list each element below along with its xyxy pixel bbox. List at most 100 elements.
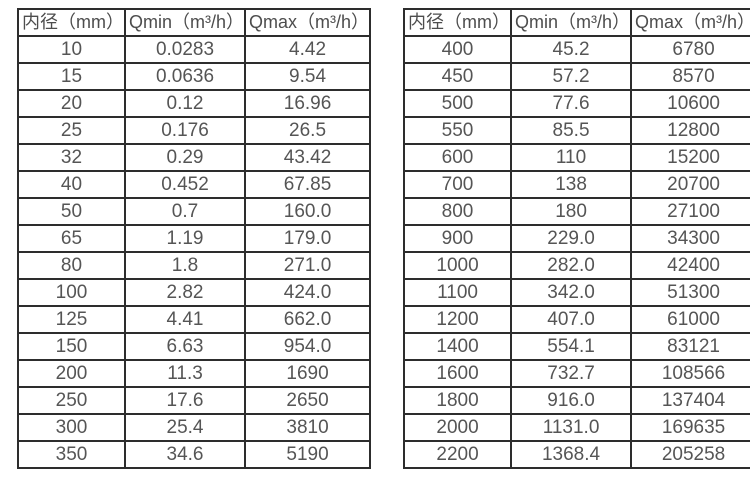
table-cell: 400 (403, 35, 513, 64)
table-cell: 34.6 (123, 440, 247, 469)
table-row: 200 11.3 1690 (17, 359, 372, 388)
table-cell: 550 (403, 116, 513, 145)
table-cell: 16.96 (244, 89, 372, 118)
table-body: 10 0.0283 4.42 15 0.0636 9.54 20 0.12 16.96 25 0.1… (17, 35, 372, 469)
table-cell: 85.5 (510, 116, 633, 145)
table-row: 20 0.12 16.96 (17, 89, 372, 118)
table-row: 350 34.6 5190 (17, 440, 372, 469)
table-row: 125 4.41 662.0 (17, 305, 372, 334)
table-cell: 26.5 (244, 116, 372, 145)
table-cell: 205258 (630, 440, 750, 469)
table-cell: 6.63 (123, 332, 247, 361)
table-cell: 1000 (403, 251, 513, 280)
table-cell: 5190 (244, 440, 372, 469)
table-cell: 1.19 (123, 224, 247, 253)
column-header-qmin: Qmin（m³/h） (510, 8, 633, 37)
table-row: 550 85.5 12800 (403, 116, 750, 145)
table-cell: 1368.4 (510, 440, 633, 469)
table-row: 1800 916.0 137404 (403, 386, 750, 415)
column-header-qmax: Qmax（m³/h） (244, 8, 372, 37)
flow-table-small-diameters: 内径（mm） Qmin（m³/h） Qmax（m³/h） 10 0.0283 4.4… (17, 8, 372, 469)
table-cell: 1800 (403, 386, 513, 415)
table-row: 150 6.63 954.0 (17, 332, 372, 361)
table-cell: 40 (17, 170, 126, 199)
table-cell: 1400 (403, 332, 513, 361)
table-cell: 800 (403, 197, 513, 226)
table-cell: 180 (510, 197, 633, 226)
table-cell: 600 (403, 143, 513, 172)
table-cell: 4.41 (123, 305, 247, 334)
table-row: 700 138 20700 (403, 170, 750, 199)
table-cell: 34300 (630, 224, 750, 253)
table-row: 100 2.82 424.0 (17, 278, 372, 307)
table-cell: 350 (17, 440, 126, 469)
table-row: 1100 342.0 51300 (403, 278, 750, 307)
table-cell: 10 (17, 35, 126, 64)
table-cell: 32 (17, 143, 126, 172)
table-cell: 0.0636 (123, 62, 247, 91)
table-cell: 1600 (403, 359, 513, 388)
table-cell: 900 (403, 224, 513, 253)
table-cell: 8570 (630, 62, 750, 91)
table-cell: 2200 (403, 440, 513, 469)
table-cell: 271.0 (244, 251, 372, 280)
table-cell: 25.4 (123, 413, 247, 442)
table-cell: 500 (403, 89, 513, 118)
table-cell: 0.176 (123, 116, 247, 145)
table-cell: 1.8 (123, 251, 247, 280)
table-cell: 61000 (630, 305, 750, 334)
table-cell: 2.82 (123, 278, 247, 307)
table-cell: 83121 (630, 332, 750, 361)
table-cell: 0.452 (123, 170, 247, 199)
table-cell: 407.0 (510, 305, 633, 334)
table-cell: 160.0 (244, 197, 372, 226)
table-cell: 2000 (403, 413, 513, 442)
column-header-diameter: 内径（mm） (17, 8, 126, 37)
table-row: 500 77.6 10600 (403, 89, 750, 118)
table-cell: 42400 (630, 251, 750, 280)
table-row: 1600 732.7 108566 (403, 359, 750, 388)
table-cell: 700 (403, 170, 513, 199)
table-cell: 15 (17, 62, 126, 91)
table-cell: 15200 (630, 143, 750, 172)
table-row: 25 0.176 26.5 (17, 116, 372, 145)
table-cell: 77.6 (510, 89, 633, 118)
table-cell: 342.0 (510, 278, 633, 307)
table-cell: 0.12 (123, 89, 247, 118)
table-row: 2000 1131.0 169635 (403, 413, 750, 442)
table-cell: 2650 (244, 386, 372, 415)
table-cell: 1100 (403, 278, 513, 307)
table-cell: 12800 (630, 116, 750, 145)
column-header-diameter: 内径（mm） (403, 8, 513, 37)
table-row: 32 0.29 43.42 (17, 143, 372, 172)
table-cell: 300 (17, 413, 126, 442)
table-cell: 662.0 (244, 305, 372, 334)
table-row: 内径（mm） Qmin（m³/h） Qmax（m³/h） (17, 8, 372, 37)
table-cell: 229.0 (510, 224, 633, 253)
table-cell: 45.2 (510, 35, 633, 64)
table-header-row: 内径（mm） Qmin（m³/h） Qmax（m³/h） (17, 8, 372, 37)
table-cell: 179.0 (244, 224, 372, 253)
table-cell: 57.2 (510, 62, 633, 91)
table-cell: 17.6 (123, 386, 247, 415)
table-row: 1400 554.1 83121 (403, 332, 750, 361)
table-cell: 916.0 (510, 386, 633, 415)
table-cell: 6780 (630, 35, 750, 64)
table-cell: 67.85 (244, 170, 372, 199)
table-cell: 138 (510, 170, 633, 199)
table-row: 40 0.452 67.85 (17, 170, 372, 199)
table-row: 80 1.8 271.0 (17, 251, 372, 280)
table-row: 10 0.0283 4.42 (17, 35, 372, 64)
table-cell: 9.54 (244, 62, 372, 91)
table-row: 1000 282.0 42400 (403, 251, 750, 280)
table-cell: 108566 (630, 359, 750, 388)
table-row: 250 17.6 2650 (17, 386, 372, 415)
column-header-qmax: Qmax（m³/h） (630, 8, 750, 37)
table-cell: 3810 (244, 413, 372, 442)
table-cell: 1690 (244, 359, 372, 388)
table-cell: 732.7 (510, 359, 633, 388)
table-cell: 20700 (630, 170, 750, 199)
table-cell: 954.0 (244, 332, 372, 361)
table-row: 450 57.2 8570 (403, 62, 750, 91)
table-cell: 125 (17, 305, 126, 334)
